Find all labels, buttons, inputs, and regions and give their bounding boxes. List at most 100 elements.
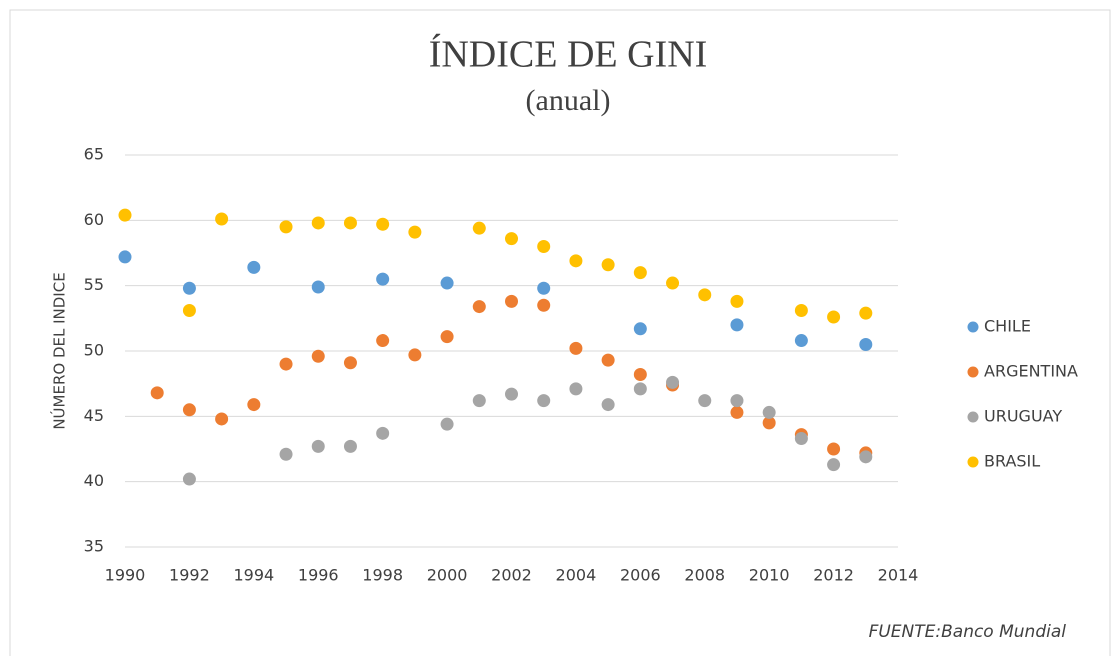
- point: [279, 220, 293, 234]
- point: [343, 439, 357, 453]
- point: [537, 239, 551, 253]
- point: [376, 426, 390, 440]
- legend-marker: [967, 321, 979, 333]
- x-tick-label: 2004: [556, 566, 597, 585]
- y-tick-label: 35: [84, 537, 104, 556]
- point: [601, 258, 615, 272]
- point: [537, 394, 551, 408]
- point: [311, 439, 325, 453]
- point: [601, 353, 615, 367]
- point: [601, 398, 615, 412]
- point: [118, 250, 132, 264]
- point: [827, 310, 841, 324]
- point: [730, 405, 744, 419]
- point: [247, 260, 261, 274]
- x-tick-label: 2014: [878, 566, 919, 585]
- point: [472, 300, 486, 314]
- point: [311, 216, 325, 230]
- point: [537, 298, 551, 312]
- point: [182, 403, 196, 417]
- point: [311, 349, 325, 363]
- point: [440, 417, 454, 431]
- point: [376, 217, 390, 231]
- point: [182, 281, 196, 295]
- point: [440, 330, 454, 344]
- point: [698, 394, 712, 408]
- y-tick-label: 65: [84, 145, 104, 164]
- point: [569, 254, 583, 268]
- point: [569, 382, 583, 396]
- point: [827, 442, 841, 456]
- point: [505, 232, 518, 246]
- chart-title: ÍNDICE DE GINI: [429, 34, 708, 76]
- point: [794, 303, 808, 317]
- legend-label: ARGENTINA: [984, 362, 1078, 381]
- x-tick-label: 2002: [491, 566, 532, 585]
- legend-marker: [967, 411, 979, 423]
- y-tick-label: 50: [84, 341, 104, 360]
- x-tick-label: 2006: [620, 566, 661, 585]
- point: [215, 412, 229, 426]
- point: [633, 322, 647, 336]
- point: [376, 334, 390, 348]
- x-tick-label: 2000: [427, 566, 468, 585]
- legend-label: URUGUAY: [984, 407, 1062, 426]
- x-tick-label: 1992: [169, 566, 210, 585]
- point: [666, 276, 680, 290]
- point: [311, 280, 325, 294]
- y-axis-label: NÚMERO DEL INDICE: [50, 272, 69, 429]
- point: [279, 447, 293, 461]
- legend-label: BRASIL: [984, 452, 1040, 471]
- point: [762, 416, 776, 430]
- x-tick-label: 2012: [813, 566, 854, 585]
- x-tick-label: 2010: [749, 566, 790, 585]
- x-tick-label: 1990: [105, 566, 146, 585]
- point: [247, 398, 261, 412]
- y-tick-label: 55: [84, 275, 104, 294]
- point: [376, 272, 390, 286]
- point: [343, 356, 357, 370]
- point: [182, 303, 196, 317]
- point: [827, 458, 841, 472]
- point: [730, 318, 744, 332]
- point: [215, 212, 229, 226]
- x-tick-label: 1994: [233, 566, 274, 585]
- point: [440, 276, 454, 290]
- point: [859, 450, 873, 464]
- point: [633, 382, 647, 396]
- point: [505, 294, 518, 308]
- legend-marker: [967, 366, 979, 378]
- legend-marker: [967, 456, 979, 468]
- x-tick-label: 1998: [362, 566, 403, 585]
- point: [794, 334, 808, 348]
- point: [279, 357, 293, 371]
- x-tick-label: 1996: [298, 566, 339, 585]
- point: [698, 288, 712, 302]
- point: [762, 405, 776, 419]
- chart-subtitle: (anual): [526, 84, 611, 117]
- point: [408, 348, 422, 362]
- point: [182, 472, 196, 486]
- point: [730, 294, 744, 308]
- point: [472, 221, 486, 235]
- point: [569, 341, 583, 355]
- point: [859, 337, 873, 351]
- point: [537, 281, 551, 295]
- point: [118, 208, 132, 222]
- point: [794, 432, 808, 446]
- point: [666, 375, 680, 389]
- y-tick-label: 40: [84, 471, 104, 490]
- point: [343, 216, 357, 230]
- point: [505, 387, 518, 401]
- source-note: FUENTE:Banco Mundial: [869, 622, 1067, 642]
- chart-border: [9, 9, 1111, 656]
- y-tick-label: 60: [84, 210, 104, 229]
- legend-label: CHILE: [984, 317, 1031, 336]
- point: [472, 394, 486, 408]
- point: [633, 266, 647, 280]
- y-tick-label: 45: [84, 406, 104, 425]
- point: [408, 225, 422, 239]
- point: [633, 368, 647, 382]
- x-tick-label: 2008: [684, 566, 725, 585]
